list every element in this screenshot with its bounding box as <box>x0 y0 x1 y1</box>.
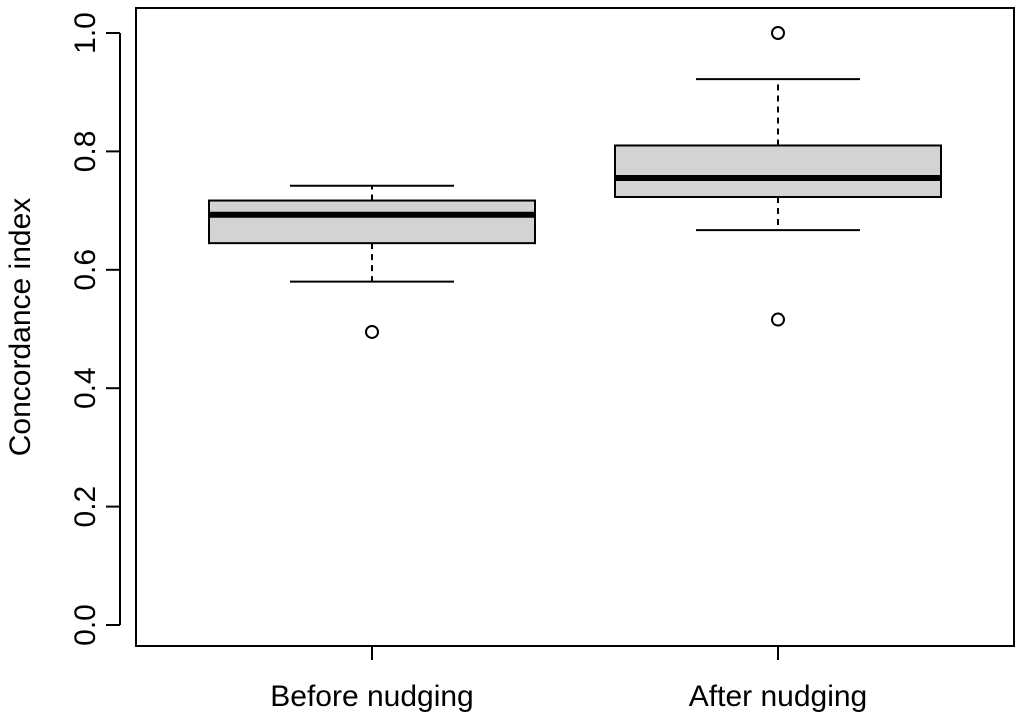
y-tick-label: 0.4 <box>69 367 102 409</box>
y-tick-label: 0.0 <box>69 604 102 646</box>
plot-frame <box>135 7 1015 647</box>
x-category-label: Before nudging <box>270 680 474 713</box>
y-axis-title: Concordance index <box>4 198 37 457</box>
interquartile-box <box>208 199 536 245</box>
interquartile-box <box>614 144 942 198</box>
box-series <box>208 26 942 339</box>
outlier-point <box>771 312 785 327</box>
y-tick-label: 0.6 <box>69 249 102 291</box>
y-tick-label: 1.0 <box>69 12 102 54</box>
y-tick-label: 0.2 <box>69 486 102 528</box>
outlier-point <box>365 324 379 339</box>
y-tick-label: 0.8 <box>69 131 102 173</box>
x-category-label: After nudging <box>689 680 867 713</box>
outlier-point <box>771 26 785 40</box>
box-group <box>614 26 942 327</box>
box-group <box>208 184 536 339</box>
y-axis-ticks: 0.0 0.2 0.4 0.6 0.8 1.0 <box>69 12 120 646</box>
x-axis-ticks: Before nudging After nudging <box>270 646 867 713</box>
